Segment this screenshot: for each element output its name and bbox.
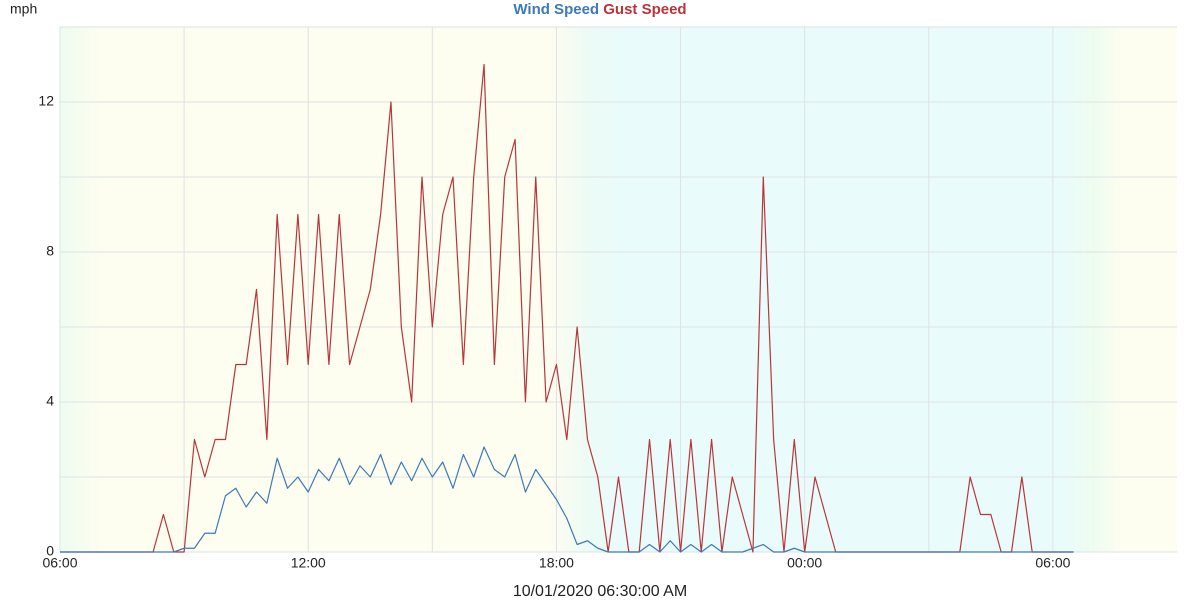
x-tick-label: 06:00 <box>42 555 77 571</box>
line <box>60 446 1074 553</box>
x-tick-label: 18:00 <box>539 555 574 571</box>
x-axis-label: 10/01/2020 06:30:00 AM <box>513 583 687 600</box>
y-tick-label: 8 <box>46 243 54 259</box>
plot-area <box>60 63 1074 553</box>
x-tick-label: 00:00 <box>787 555 822 571</box>
x-tick-label: 12:00 <box>291 555 326 571</box>
legend: Wind Speed Gust Speed <box>513 1 686 18</box>
y-tick-label: 4 <box>46 393 54 409</box>
legend-entry: Wind Speed <box>513 1 599 18</box>
y-tick-label: 12 <box>38 93 54 109</box>
y-tick-label: 0 <box>46 543 54 559</box>
x-tick-label: 06:00 <box>1035 555 1070 571</box>
y-axis-label: mph <box>10 1 37 17</box>
plot-background <box>60 27 1177 552</box>
legend-entry: Gust Speed <box>603 1 686 18</box>
grid <box>59 26 1177 553</box>
